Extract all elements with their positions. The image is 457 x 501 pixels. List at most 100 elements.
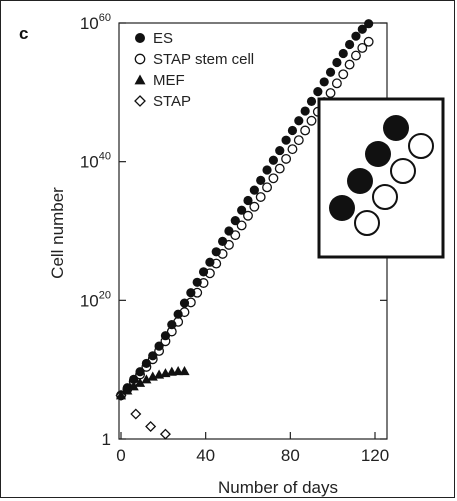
point-es — [192, 277, 202, 287]
point-mef — [128, 381, 139, 391]
inset-filled-circle — [383, 115, 409, 141]
point-es — [135, 367, 145, 377]
point-stap-stem-cell — [281, 153, 292, 164]
point-es — [313, 87, 323, 97]
point-mef — [122, 385, 133, 395]
point-stap — [145, 421, 157, 433]
point-es — [256, 175, 266, 185]
point-es — [167, 320, 177, 330]
point-stap — [130, 408, 142, 420]
legend: ES STAP stem cell MEF STAP — [134, 30, 254, 110]
inset-filled-circle — [347, 168, 373, 194]
point-es — [129, 374, 139, 384]
point-es — [268, 155, 278, 165]
point-es — [205, 257, 215, 267]
point-stap-stem-cell — [325, 88, 336, 98]
point-stap-stem-cell — [236, 220, 247, 231]
point-es — [332, 57, 342, 68]
y-tick-label: 1020 — [80, 289, 111, 310]
y-axis: 1 1020 1040 1060 — [80, 12, 387, 449]
point-es — [275, 145, 285, 156]
legend-marker-mef — [134, 74, 146, 85]
x-tick-label: 80 — [281, 446, 300, 465]
point-es — [160, 331, 171, 341]
point-es — [364, 19, 374, 29]
panel-label: c — [19, 24, 28, 43]
point-stap-stem-cell — [274, 163, 285, 174]
point-es — [179, 298, 190, 308]
point-stap-stem-cell — [262, 182, 273, 193]
point-es — [351, 31, 361, 41]
point-mef — [179, 365, 190, 376]
legend-label-mef: MEF — [153, 72, 185, 89]
point-mef — [173, 365, 184, 376]
inset-open-circle — [390, 158, 416, 184]
y-tick-label: 1040 — [80, 151, 111, 172]
point-es — [154, 341, 164, 351]
point-stap-stem-cell — [268, 173, 279, 184]
point-es — [230, 216, 240, 226]
point-es — [306, 96, 317, 106]
point-es — [237, 205, 247, 215]
x-axis-title: Number of days — [218, 478, 338, 497]
x-tick-label: 0 — [116, 446, 125, 465]
point-stap-stem-cell — [243, 210, 253, 221]
point-es — [294, 116, 304, 126]
point-es — [141, 358, 151, 369]
point-stap-stem-cell — [344, 59, 355, 70]
x-axis: 0 40 80 120 — [116, 432, 389, 465]
legend-marker-stap-stem-cell — [134, 53, 146, 65]
inset-open-circle — [354, 210, 380, 236]
point-stap-stem-cell — [255, 192, 266, 202]
point-stap-stem-cell — [293, 135, 304, 146]
point-mef — [141, 374, 152, 384]
point-es — [224, 226, 234, 236]
y-axis-title: Cell number — [48, 187, 67, 279]
legend-label-stap: STAP — [153, 93, 191, 110]
point-stap-stem-cell — [230, 230, 241, 241]
legend-label-stap-stem-cell: STAP stem cell — [153, 51, 254, 68]
series-stap — [115, 389, 171, 440]
inset-frame — [317, 97, 445, 259]
point-es — [345, 39, 355, 50]
point-es — [338, 48, 348, 59]
inset-open-circle — [408, 133, 434, 159]
inset-cell-illustration — [317, 97, 445, 259]
point-stap — [159, 428, 171, 440]
point-es — [243, 195, 253, 206]
point-mef — [115, 390, 127, 400]
x-tick-label: 120 — [361, 446, 389, 465]
series-mef — [115, 365, 190, 400]
point-es — [186, 288, 196, 298]
point-es — [281, 135, 291, 145]
point-stap-stem-cell — [287, 144, 298, 155]
point-stap-stem-cell — [300, 125, 311, 136]
point-stap-stem-cell — [363, 36, 374, 47]
point-es — [357, 24, 367, 34]
x-tick-label: 40 — [196, 446, 215, 465]
point-stap-stem-cell — [338, 69, 349, 80]
point-es — [218, 236, 228, 246]
inset-open-circle — [372, 184, 398, 210]
y-tick-label: 1060 — [80, 12, 111, 33]
series-es — [116, 19, 374, 400]
point-es — [300, 106, 310, 116]
point-mef — [134, 377, 146, 387]
point-stap-stem-cell — [351, 50, 361, 61]
point-es — [262, 165, 272, 175]
point-stap-stem-cell — [357, 43, 368, 53]
legend-marker-stap — [134, 95, 146, 107]
point-es — [325, 67, 336, 77]
point-es — [198, 267, 209, 277]
inset-filled-circle — [365, 141, 391, 167]
point-stap-stem-cell — [249, 201, 260, 212]
point-stap-stem-cell — [306, 115, 317, 126]
point-stap-stem-cell — [331, 78, 342, 89]
point-es — [319, 77, 329, 87]
inset-filled-circle — [329, 195, 355, 221]
legend-marker-es — [135, 33, 145, 43]
point-es — [249, 185, 259, 195]
y-tick-label: 1 — [102, 430, 111, 449]
